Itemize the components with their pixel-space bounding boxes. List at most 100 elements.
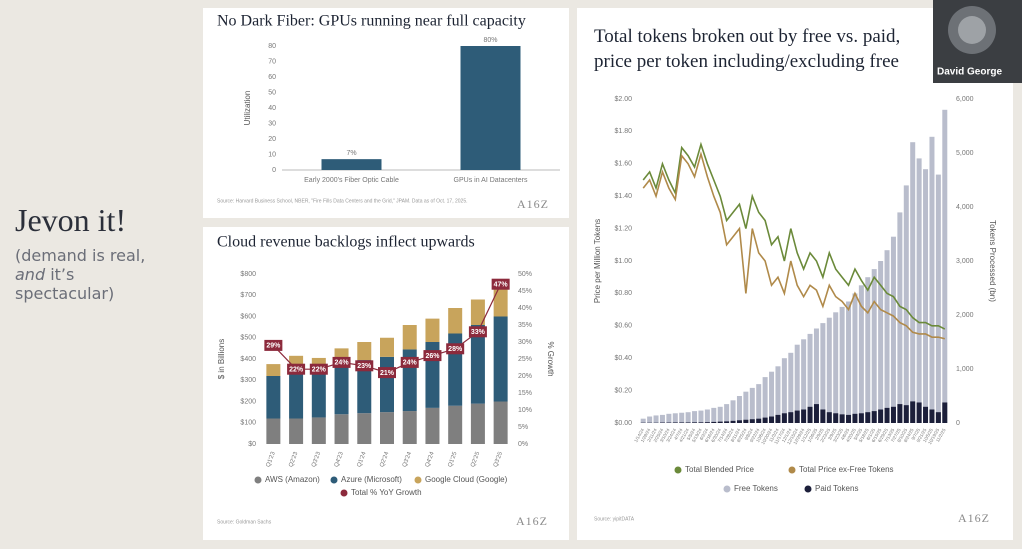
value-label: 7% bbox=[346, 150, 356, 157]
bar bbox=[762, 377, 768, 423]
y-tick-label: 45% bbox=[518, 288, 532, 295]
bar bbox=[884, 407, 890, 423]
y-tick-label: 40% bbox=[518, 305, 532, 312]
x-tick-label: Q2'23 bbox=[288, 451, 299, 469]
y-tick-label: 3,000 bbox=[956, 258, 974, 265]
y-tick-label: 40 bbox=[268, 105, 276, 112]
bar bbox=[724, 421, 730, 423]
legend-marker bbox=[804, 485, 812, 493]
bar bbox=[460, 46, 521, 170]
x-tick-label: 9/8/24 bbox=[744, 427, 755, 441]
y-tick-label: $0.20 bbox=[614, 387, 632, 394]
bar bbox=[910, 401, 916, 423]
bar bbox=[724, 404, 730, 423]
y-tick-label: $1.20 bbox=[614, 225, 632, 232]
y-tick-label: 30 bbox=[268, 120, 276, 127]
bar-segment bbox=[334, 365, 349, 415]
value-label-box bbox=[446, 343, 465, 355]
bar bbox=[884, 250, 890, 423]
bar bbox=[679, 412, 685, 423]
chart-title: No Dark Fiber: GPUs running near full ca… bbox=[217, 13, 526, 30]
value-label-box bbox=[264, 339, 283, 351]
bar bbox=[704, 409, 710, 423]
value-label: 80% bbox=[483, 37, 497, 44]
headline: Jevon it! bbox=[15, 202, 127, 238]
legend-label: Total % YoY Growth bbox=[351, 488, 422, 497]
y-tick-label: 5% bbox=[518, 424, 528, 431]
bar bbox=[711, 407, 717, 423]
y-tick-label: 30% bbox=[518, 339, 532, 346]
bar bbox=[801, 409, 807, 423]
bar bbox=[858, 413, 864, 423]
bar-segment bbox=[266, 364, 281, 376]
bar-segment bbox=[380, 356, 394, 413]
y-tick-label: $0.40 bbox=[614, 355, 632, 362]
legend-marker bbox=[723, 485, 731, 493]
logo: A16Z bbox=[517, 197, 549, 211]
bar bbox=[756, 418, 762, 423]
x-tick-label: Q4'23 bbox=[334, 451, 345, 469]
y-tick-label: $200 bbox=[240, 398, 256, 405]
x-tick-label: 4/7/24 bbox=[673, 427, 684, 441]
value-label-box bbox=[423, 350, 442, 362]
bar bbox=[717, 421, 723, 423]
bar bbox=[910, 142, 916, 423]
bar-segment bbox=[311, 371, 326, 418]
y-tick-label: 2,000 bbox=[956, 312, 974, 319]
bar bbox=[659, 414, 665, 423]
y-tick-label: $1.80 bbox=[614, 128, 632, 135]
value-label: 21% bbox=[380, 370, 395, 377]
bar bbox=[807, 333, 813, 423]
y-tick-label: $600 bbox=[240, 313, 256, 320]
bar bbox=[858, 285, 864, 423]
value-label: 24% bbox=[335, 360, 350, 367]
chart-title: Cloud revenue backlogs inflect upwards bbox=[217, 234, 475, 251]
bar bbox=[871, 411, 877, 423]
value-label-box bbox=[491, 278, 510, 290]
bar bbox=[820, 409, 826, 423]
bar bbox=[826, 412, 832, 423]
legend-label: Paid Tokens bbox=[815, 484, 858, 493]
presenter-name: David George bbox=[937, 67, 1002, 78]
bar bbox=[321, 159, 382, 170]
value-label: 24% bbox=[403, 360, 418, 367]
bar bbox=[916, 402, 922, 423]
legend-label: Total Blended Price bbox=[685, 465, 754, 474]
bar bbox=[871, 269, 877, 423]
value-label-box bbox=[400, 356, 419, 368]
bar bbox=[813, 328, 819, 423]
bar bbox=[923, 169, 929, 423]
legend-label: Total Price ex-Free Tokens bbox=[799, 465, 894, 474]
bar bbox=[781, 413, 787, 423]
axis-title: Tokens Processed (bn) bbox=[988, 220, 997, 302]
bar bbox=[839, 414, 845, 423]
bar bbox=[852, 293, 858, 423]
value-label-box bbox=[332, 356, 351, 368]
bar-segment bbox=[357, 360, 372, 414]
legend-marker bbox=[340, 489, 348, 497]
bar bbox=[685, 412, 691, 423]
bar-segment bbox=[493, 401, 508, 444]
y-tick-label: $1.60 bbox=[614, 161, 632, 168]
bar-segment bbox=[425, 407, 440, 444]
bar bbox=[897, 404, 903, 423]
bar bbox=[672, 422, 678, 423]
y-tick-label: 1,000 bbox=[956, 366, 974, 373]
bar bbox=[704, 422, 710, 423]
x-tick-label: Early 2000's Fiber Optic Cable bbox=[304, 177, 399, 184]
x-tick-label: 2/11/24 bbox=[646, 427, 658, 443]
bar-segment bbox=[402, 411, 417, 444]
y-tick-label: 10 bbox=[268, 151, 276, 158]
legend-marker bbox=[414, 476, 422, 484]
axis-title: Price per Million Tokens bbox=[593, 219, 602, 303]
y-tick-label: 35% bbox=[518, 322, 532, 329]
legend-label: Google Cloud (Google) bbox=[425, 475, 508, 484]
y-tick-label: $0 bbox=[248, 441, 256, 448]
subtitle: (demand is real, and it’s spectacular) bbox=[15, 246, 165, 303]
legend-label: Free Tokens bbox=[734, 484, 778, 493]
y-tick-label: $2.00 bbox=[614, 96, 632, 103]
title-box: Total tokens broken out by free vs. paid… bbox=[594, 26, 900, 72]
bar bbox=[692, 411, 698, 423]
logo: A16Z bbox=[958, 511, 990, 525]
